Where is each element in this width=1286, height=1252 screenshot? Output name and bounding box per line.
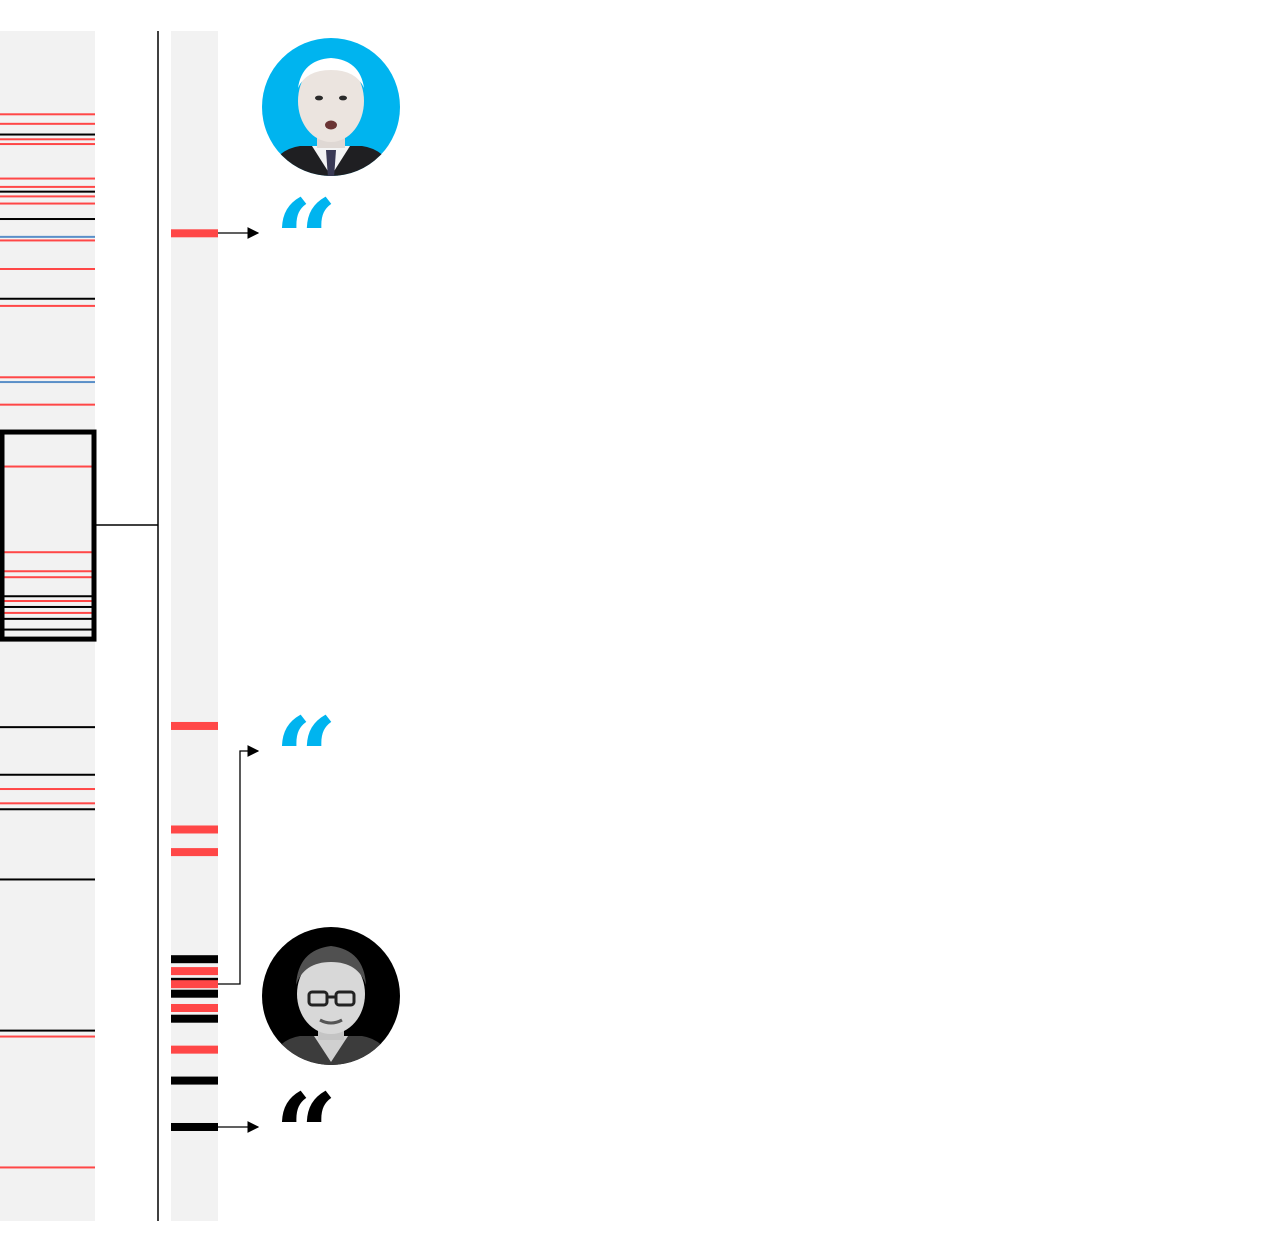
overview-mark-23 — [0, 576, 95, 579]
detail-mark-12[interactable] — [171, 1045, 218, 1054]
detail-strip[interactable] — [171, 31, 218, 1221]
overview-mark-15 — [0, 297, 95, 300]
speaker-portrait-moderator — [262, 927, 400, 1065]
detail-mark-9[interactable] — [171, 989, 218, 998]
overview-mark-14 — [0, 268, 95, 270]
person-silhouette-icon — [262, 58, 400, 176]
overview-mark-27 — [0, 611, 95, 614]
overview-mark-25 — [0, 600, 95, 603]
overview-mark-31 — [0, 773, 95, 776]
overview-mark-21 — [0, 551, 95, 554]
overview-mark-4 — [0, 138, 95, 141]
overview-mark-13 — [0, 239, 95, 242]
detail-marks — [171, 229, 218, 1131]
callout-arrows — [218, 227, 260, 1133]
overview-mark-28 — [0, 617, 95, 620]
detail-mark-14[interactable] — [171, 1122, 218, 1131]
overview-mark-34 — [0, 808, 95, 811]
detail-mark-13[interactable] — [171, 1076, 218, 1085]
overview-marks — [0, 113, 95, 1169]
overview-mark-10 — [0, 202, 95, 205]
focus-window[interactable] — [0, 429, 97, 642]
quote-mark-icon: “ — [274, 175, 337, 304]
overview-mark-16 — [0, 304, 95, 307]
overview-mark-8 — [0, 190, 95, 193]
detail-mark-6[interactable] — [171, 967, 218, 976]
detail-mark-3[interactable] — [171, 825, 218, 834]
callout-arrow-2 — [218, 745, 260, 985]
detail-track — [171, 31, 218, 1221]
person-silhouette-icon — [262, 946, 400, 1065]
detail-mark-5[interactable] — [171, 955, 218, 964]
detail-mark-8[interactable] — [171, 980, 218, 989]
detail-mark-10[interactable] — [171, 1003, 218, 1012]
overview-mark-2 — [0, 122, 95, 125]
overview-mark-33 — [0, 802, 95, 805]
overview-mark-26 — [0, 605, 95, 608]
overview-mark-22 — [0, 570, 95, 573]
overview-mark-1 — [0, 113, 95, 116]
overview-mark-11 — [0, 218, 95, 221]
overview-mark-5 — [0, 143, 95, 146]
detail-mark-11[interactable] — [171, 1014, 218, 1023]
overview-mark-37 — [0, 1035, 95, 1038]
overview-mark-6 — [0, 177, 95, 180]
overview-mark-35 — [0, 878, 95, 881]
overview-mark-24 — [0, 595, 95, 598]
overview-mark-3 — [0, 133, 95, 136]
overview-mark-18 — [0, 381, 95, 384]
overview-mark-19 — [0, 403, 95, 406]
detail-mark-4[interactable] — [171, 848, 218, 857]
quote-2: “ — [274, 693, 337, 822]
overview-mark-30 — [0, 726, 95, 729]
quote-1: “ — [274, 175, 337, 304]
overview-mark-32 — [0, 788, 95, 791]
quote-mark-icon: “ — [274, 693, 337, 822]
overview-strip[interactable] — [0, 31, 97, 1221]
overview-mark-12 — [0, 235, 95, 238]
overview-mark-17 — [0, 376, 95, 379]
overview-mark-20 — [0, 465, 95, 468]
overview-track — [0, 31, 95, 1221]
detail-mark-1[interactable] — [171, 229, 218, 238]
quote-mark-icon: “ — [274, 1069, 337, 1198]
detail-mark-2[interactable] — [171, 721, 218, 730]
overview-mark-7 — [0, 185, 95, 188]
overview-mark-29 — [0, 628, 95, 631]
quote-3: “ — [274, 1069, 337, 1198]
overview-mark-38 — [0, 1166, 95, 1169]
zoom-connector — [96, 31, 159, 1221]
speaker-portrait-biden — [262, 38, 400, 176]
overview-mark-36 — [0, 1029, 95, 1032]
overview-mark-9 — [0, 195, 95, 198]
